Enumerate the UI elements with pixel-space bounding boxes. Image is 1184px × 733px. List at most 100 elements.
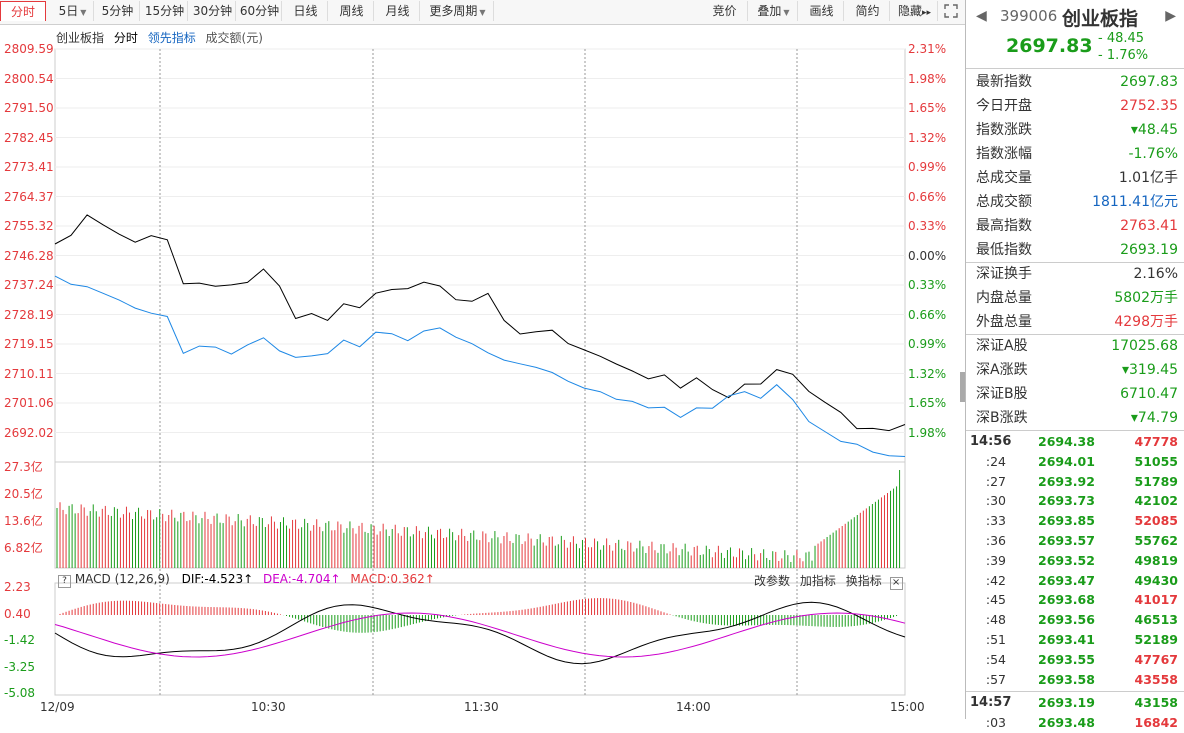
tick-volume: 46513 <box>1134 612 1179 628</box>
stat-row: 今日开盘 2752.35 <box>966 94 1184 118</box>
macd-tick-label: -3.25 <box>4 659 36 674</box>
tick-time: :54 <box>985 651 1006 667</box>
stat-value: 6710.47 <box>1120 386 1178 402</box>
tab-5day[interactable]: 5日 ▼ <box>52 1 94 21</box>
tick-volume: 55762 <box>1134 533 1179 548</box>
close-icon[interactable]: × <box>889 577 903 590</box>
tab-daily[interactable]: 日线 <box>284 1 328 21</box>
price-tick-label: 2755.32 <box>4 219 54 233</box>
pct-tick-label: 0.66% <box>908 307 947 322</box>
tick-volume: 43558 <box>1134 671 1179 687</box>
tick-price: 2693.92 <box>1038 473 1095 489</box>
auction-button[interactable]: 竞价 <box>702 1 748 21</box>
stat-label: 最低指数 <box>976 242 1032 258</box>
tick-volume: 42102 <box>1134 493 1179 509</box>
price-tick-label: 2791.50 <box>4 101 54 115</box>
volume-tick-label: 6.82亿 <box>4 541 43 555</box>
volume-tick-label: 13.6亿 <box>4 514 43 528</box>
tab-5day-label: 5日 <box>58 4 79 18</box>
pct-tick-label: 0.33% <box>908 278 947 292</box>
stat-label: 指数涨幅 <box>976 146 1032 162</box>
dea-line <box>54 612 906 658</box>
tick-row: :27 2693.92 51789 <box>966 472 1184 492</box>
stat-value: 2752.35 <box>1120 98 1178 114</box>
overlay-button[interactable]: 叠加 ▼ <box>750 1 798 21</box>
tick-price: 2694.38 <box>1038 434 1095 449</box>
volume-tick-label: 27.3亿 <box>4 460 43 474</box>
price-tick-label: 2710.11 <box>4 366 54 381</box>
tab-weekly[interactable]: 周线 <box>330 1 374 21</box>
volume-tick-label: 20.5亿 <box>4 487 43 501</box>
help-icon[interactable]: ? <box>58 575 71 588</box>
switch-indicator-button[interactable]: 换指标 <box>845 574 882 588</box>
tick-price: 2693.55 <box>1038 651 1095 667</box>
time-tick-label: 15:00 <box>890 700 925 714</box>
tick-time: :48 <box>985 612 1006 628</box>
tab-15min[interactable]: 15分钟 <box>142 1 188 21</box>
tick-time: :24 <box>985 453 1006 469</box>
period-toolbar: 分时 5日 ▼ 5分钟 15分钟 30分钟 60分钟 日线 周线 月线 更多周期 ▼… <box>0 0 965 25</box>
change-params-button[interactable]: 改参数 <box>754 574 791 588</box>
double-arrow-icon: ▸▸ <box>921 8 932 18</box>
tick-price: 2693.48 <box>1038 715 1095 731</box>
macd-tick-label: 0.40 <box>4 606 31 621</box>
stat-value: ▾319.45 <box>1121 362 1178 378</box>
tick-time: :33 <box>985 513 1006 529</box>
tab-30min[interactable]: 30分钟 <box>190 1 236 21</box>
tick-time: :36 <box>985 533 1006 548</box>
stat-value: ▾74.79 <box>1130 410 1178 426</box>
divider <box>966 334 1184 335</box>
tab-more-periods-label: 更多周期 <box>429 4 478 18</box>
tick-price: 2693.41 <box>1038 632 1095 647</box>
tick-volume: 51789 <box>1134 473 1179 489</box>
tick-volume: 52085 <box>1134 513 1179 529</box>
prev-arrow-icon[interactable]: ◀ <box>976 8 987 24</box>
stat-row: 深B涨跌 ▾74.79 <box>966 406 1184 430</box>
pct-tick-label: 1.65% <box>908 101 947 115</box>
pct-tick-label: 0.66% <box>908 189 947 204</box>
pct-tick-label: 0.99% <box>908 160 947 174</box>
pct-tick-label: 1.98% <box>908 71 947 86</box>
panel-collapse-handle[interactable] <box>960 372 966 402</box>
stat-row: 外盘总量 4298万手 <box>966 310 1184 334</box>
stat-label: 指数涨跌 <box>976 122 1032 138</box>
macd-dif: DIF:-4.523↑ <box>181 572 254 586</box>
tab-5min[interactable]: 5分钟 <box>96 1 140 21</box>
time-tick-label: 10:30 <box>251 700 286 714</box>
tick-time: :30 <box>985 493 1006 509</box>
price-tick-label: 2773.41 <box>4 160 54 174</box>
chart-area[interactable]: 创业板指 分时 领先指标 成交额(元) 2809.59 2.31% 2800.54 1… <box>0 25 965 719</box>
stat-row: 深证A股 17025.68 <box>966 334 1184 358</box>
tab-monthly[interactable]: 月线 <box>376 1 420 21</box>
quote-panel: ◀ 399006 创业板指 ▶ 2697.83 - 48.45 - 1.76% … <box>965 0 1184 730</box>
simple-button[interactable]: 简约 <box>846 1 890 21</box>
stat-label: 总成交量 <box>976 170 1032 186</box>
tick-time: :27 <box>985 473 1006 489</box>
tab-60min[interactable]: 60分钟 <box>238 1 282 21</box>
fullscreen-icon[interactable] <box>940 1 962 21</box>
chevron-down-icon: ▼ <box>80 8 87 17</box>
tick-price: 2693.85 <box>1038 513 1095 529</box>
macd-dea: DEA:-4.704↑ <box>262 572 341 586</box>
stat-row: 内盘总量 5802万手 <box>966 286 1184 310</box>
stat-value: ▾48.45 <box>1130 122 1178 138</box>
tick-time: :03 <box>985 715 1006 731</box>
hide-button[interactable]: 隐藏▸▸ <box>892 1 938 21</box>
legend-volume: 成交额(元) <box>205 31 263 45</box>
pct-tick-label: 1.65% <box>908 396 947 410</box>
pct-tick-label: 0.33% <box>908 219 947 233</box>
next-arrow-icon[interactable]: ▶ <box>1165 8 1176 24</box>
pct-tick-label: 0.00% <box>908 248 947 263</box>
draw-line-button[interactable]: 画线 <box>800 1 844 21</box>
stat-row: 深证换手 2.16% <box>966 262 1184 286</box>
stat-label: 深B涨跌 <box>976 410 1028 426</box>
tab-more-periods[interactable]: 更多周期 ▼ <box>422 1 494 21</box>
stat-value: 2697.83 <box>1120 74 1178 90</box>
overlay-label: 叠加 <box>757 4 782 18</box>
divider <box>966 262 1184 263</box>
macd-header: ? MACD (12,26,9) DIF:-4.523↑ DEA:-4.704↑… <box>58 572 435 588</box>
tick-price: 2693.47 <box>1038 572 1095 588</box>
tick-volume: 52189 <box>1134 632 1179 647</box>
add-indicator-button[interactable]: 加指标 <box>799 574 836 588</box>
tab-fenshi[interactable]: 分时 <box>0 1 46 21</box>
